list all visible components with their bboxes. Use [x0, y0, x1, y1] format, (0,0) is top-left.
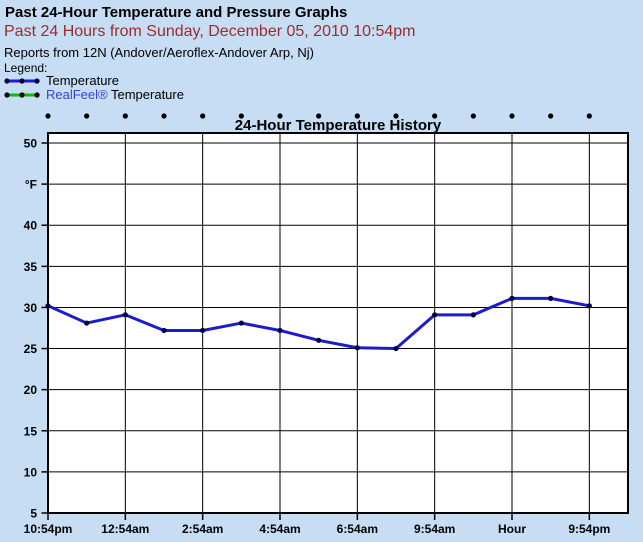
- temperature-data-point: [122, 312, 128, 318]
- temperature-data-point: [161, 327, 167, 334]
- temperature-data-point: [45, 303, 51, 309]
- top-marker-dot: [84, 113, 90, 119]
- y-axis-label: 50: [24, 137, 38, 151]
- y-axis-label: 15: [24, 424, 38, 438]
- temperature-data-point: [393, 345, 399, 352]
- y-axis-label: 20: [24, 383, 38, 397]
- temperature-line-icon: [4, 77, 40, 84]
- realfeel-link[interactable]: RealFeel®: [46, 87, 108, 102]
- legend-realfeel-label: RealFeel® Temperature: [46, 87, 184, 102]
- y-axis-label: °F: [25, 178, 37, 192]
- station-report-line: Reports from 12N (Andover/Aeroflex-Andov…: [4, 45, 314, 60]
- top-marker-dot: [122, 113, 128, 119]
- legend-realfeel-label-rest: Temperature: [107, 87, 184, 102]
- temperature-data-point: [238, 320, 244, 326]
- y-axis-label: 40: [24, 219, 38, 233]
- top-marker-dot: [45, 113, 51, 119]
- top-marker-dot: [200, 113, 206, 119]
- temperature-data-point: [316, 337, 322, 343]
- top-marker-dot: [548, 113, 554, 119]
- legend-item-realfeel: RealFeel® Temperature: [3, 87, 184, 102]
- x-axis-label: 9:54am: [414, 522, 455, 536]
- temperature-data-point: [470, 312, 476, 318]
- plot-area: [48, 133, 628, 513]
- temperature-data-point: [432, 312, 438, 318]
- x-axis-label: 12:54am: [101, 522, 149, 536]
- legend-label: Legend:: [4, 61, 48, 75]
- y-axis-label: 35: [24, 260, 38, 274]
- temperature-data-point: [200, 327, 206, 334]
- top-marker-dot: [277, 113, 283, 119]
- top-marker-dot: [509, 113, 515, 119]
- plot-border: [47, 132, 629, 514]
- temperature-data-point: [548, 295, 554, 301]
- report-period-subtitle: Past 24 Hours from Sunday, December 05, …: [4, 23, 416, 40]
- temperature-data-point: [509, 295, 515, 301]
- temperature-data-point: [84, 320, 90, 326]
- temperature-history-chart: 50 °F 40 35 30 25 20 15 10 510:54pm 12:54am 2:54am 4…: [24, 113, 629, 536]
- x-axis-label: 6:54am: [337, 522, 378, 536]
- chart-generated-layers: 50 °F 40 35 30 25 20 15 10 510:54pm 12:54am 2:54am 4…: [24, 113, 629, 536]
- x-axis-label: 9:54pm: [568, 522, 610, 536]
- x-axis-label: 10:54pm: [24, 522, 73, 536]
- realfeel-line-icon: [4, 91, 40, 98]
- y-axis-label: 25: [24, 342, 38, 356]
- top-marker-dot: [393, 113, 399, 119]
- y-axis-label: 5: [30, 507, 37, 521]
- top-marker-dot: [354, 113, 360, 119]
- x-axis-label: 2:54am: [182, 522, 223, 536]
- x-axis-label: Hour: [498, 522, 526, 536]
- legend-temperature-label: Temperature: [46, 73, 119, 88]
- top-marker-dot: [432, 113, 438, 119]
- top-marker-dot: [161, 113, 167, 119]
- top-marker-dot: [316, 113, 322, 119]
- legend-item-temperature: Temperature: [3, 73, 119, 88]
- temperature-data-point: [354, 345, 360, 351]
- chart-title: 24-Hour Temperature History: [235, 117, 442, 134]
- temperature-data-point: [586, 303, 592, 309]
- temperature-data-point: [277, 327, 283, 334]
- y-axis-label: 30: [24, 301, 38, 315]
- top-marker-dot: [238, 113, 244, 119]
- page-title: Past 24-Hour Temperature and Pressure Gr…: [5, 4, 348, 21]
- top-marker-dot: [470, 113, 476, 119]
- top-marker-dot: [586, 113, 592, 119]
- x-axis-label: 4:54am: [259, 522, 300, 536]
- y-axis-label: 10: [24, 465, 38, 479]
